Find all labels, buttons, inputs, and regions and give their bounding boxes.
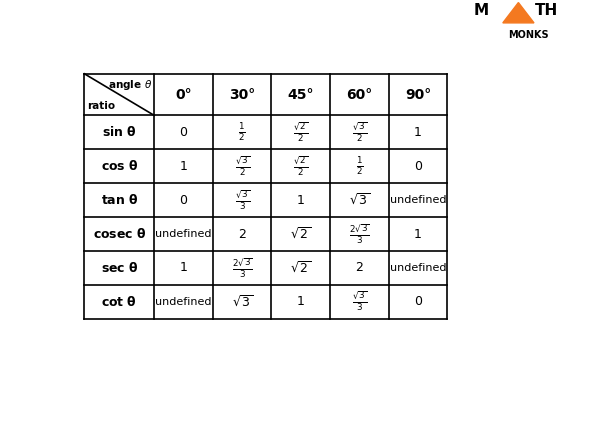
Text: $\frac{\sqrt{3}}{3}$: $\frac{\sqrt{3}}{3}$ — [235, 189, 250, 212]
Text: $\sqrt{3}$: $\sqrt{3}$ — [349, 192, 370, 208]
Text: $\sqrt{3}$: $\sqrt{3}$ — [232, 294, 253, 310]
Text: $\mathbf{cot}$ $\mathbf{\theta}$: $\mathbf{cot}$ $\mathbf{\theta}$ — [101, 295, 137, 309]
Polygon shape — [503, 3, 534, 23]
Text: 0: 0 — [414, 296, 422, 308]
Text: 1: 1 — [179, 262, 187, 274]
Text: $\mathbf{tan}$ $\mathbf{\theta}$: $\mathbf{tan}$ $\mathbf{\theta}$ — [101, 193, 138, 207]
Text: $\frac{\sqrt{3}}{2}$: $\frac{\sqrt{3}}{2}$ — [352, 121, 367, 144]
Text: $\sqrt{2}$: $\sqrt{2}$ — [290, 260, 311, 276]
Text: 2: 2 — [356, 262, 364, 274]
Text: ratio: ratio — [86, 101, 115, 112]
Text: 90°: 90° — [405, 88, 431, 102]
Text: $\frac{2\sqrt{3}}{3}$: $\frac{2\sqrt{3}}{3}$ — [349, 223, 370, 245]
Text: 0: 0 — [179, 126, 188, 139]
Text: $\frac{\sqrt{2}}{2}$: $\frac{\sqrt{2}}{2}$ — [293, 121, 308, 144]
Text: 1: 1 — [297, 296, 305, 308]
Text: angle $\theta$: angle $\theta$ — [108, 78, 152, 92]
Text: $\mathbf{sin}$ $\mathbf{\theta}$: $\mathbf{sin}$ $\mathbf{\theta}$ — [102, 126, 137, 139]
Text: TH: TH — [535, 3, 559, 17]
Text: MONKS: MONKS — [508, 30, 548, 39]
Text: undefined: undefined — [390, 195, 446, 205]
Text: undefined: undefined — [390, 263, 446, 273]
Text: 45°: 45° — [287, 88, 314, 102]
Text: $\frac{2\sqrt{3}}{3}$: $\frac{2\sqrt{3}}{3}$ — [232, 257, 253, 279]
Text: $\mathbf{cosec}$ $\mathbf{\theta}$: $\mathbf{cosec}$ $\mathbf{\theta}$ — [92, 227, 146, 241]
Text: 1: 1 — [414, 126, 422, 139]
Text: $\frac{1}{2}$: $\frac{1}{2}$ — [356, 155, 363, 177]
Text: $\frac{\sqrt{3}}{3}$: $\frac{\sqrt{3}}{3}$ — [352, 290, 367, 313]
Text: undefined: undefined — [155, 297, 212, 307]
Text: undefined: undefined — [155, 229, 212, 239]
Text: 1: 1 — [414, 228, 422, 240]
Text: $\frac{\sqrt{2}}{2}$: $\frac{\sqrt{2}}{2}$ — [293, 155, 308, 178]
Text: 1: 1 — [179, 160, 187, 173]
Text: $\mathbf{sec}$ $\mathbf{\theta}$: $\mathbf{sec}$ $\mathbf{\theta}$ — [101, 261, 138, 275]
Text: $\frac{1}{2}$: $\frac{1}{2}$ — [238, 121, 246, 143]
Text: $\sqrt{2}$: $\sqrt{2}$ — [290, 226, 311, 242]
Text: 0: 0 — [179, 194, 188, 206]
Text: M: M — [474, 3, 489, 17]
Text: 60°: 60° — [346, 88, 373, 102]
Text: 2: 2 — [238, 228, 246, 240]
Text: 1: 1 — [297, 194, 305, 206]
Text: $\mathbf{cos}$ $\mathbf{\theta}$: $\mathbf{cos}$ $\mathbf{\theta}$ — [101, 159, 138, 173]
Text: 0: 0 — [414, 160, 422, 173]
Text: $\frac{\sqrt{3}}{2}$: $\frac{\sqrt{3}}{2}$ — [235, 155, 250, 178]
Text: 30°: 30° — [229, 88, 255, 102]
Text: 0°: 0° — [175, 88, 192, 102]
